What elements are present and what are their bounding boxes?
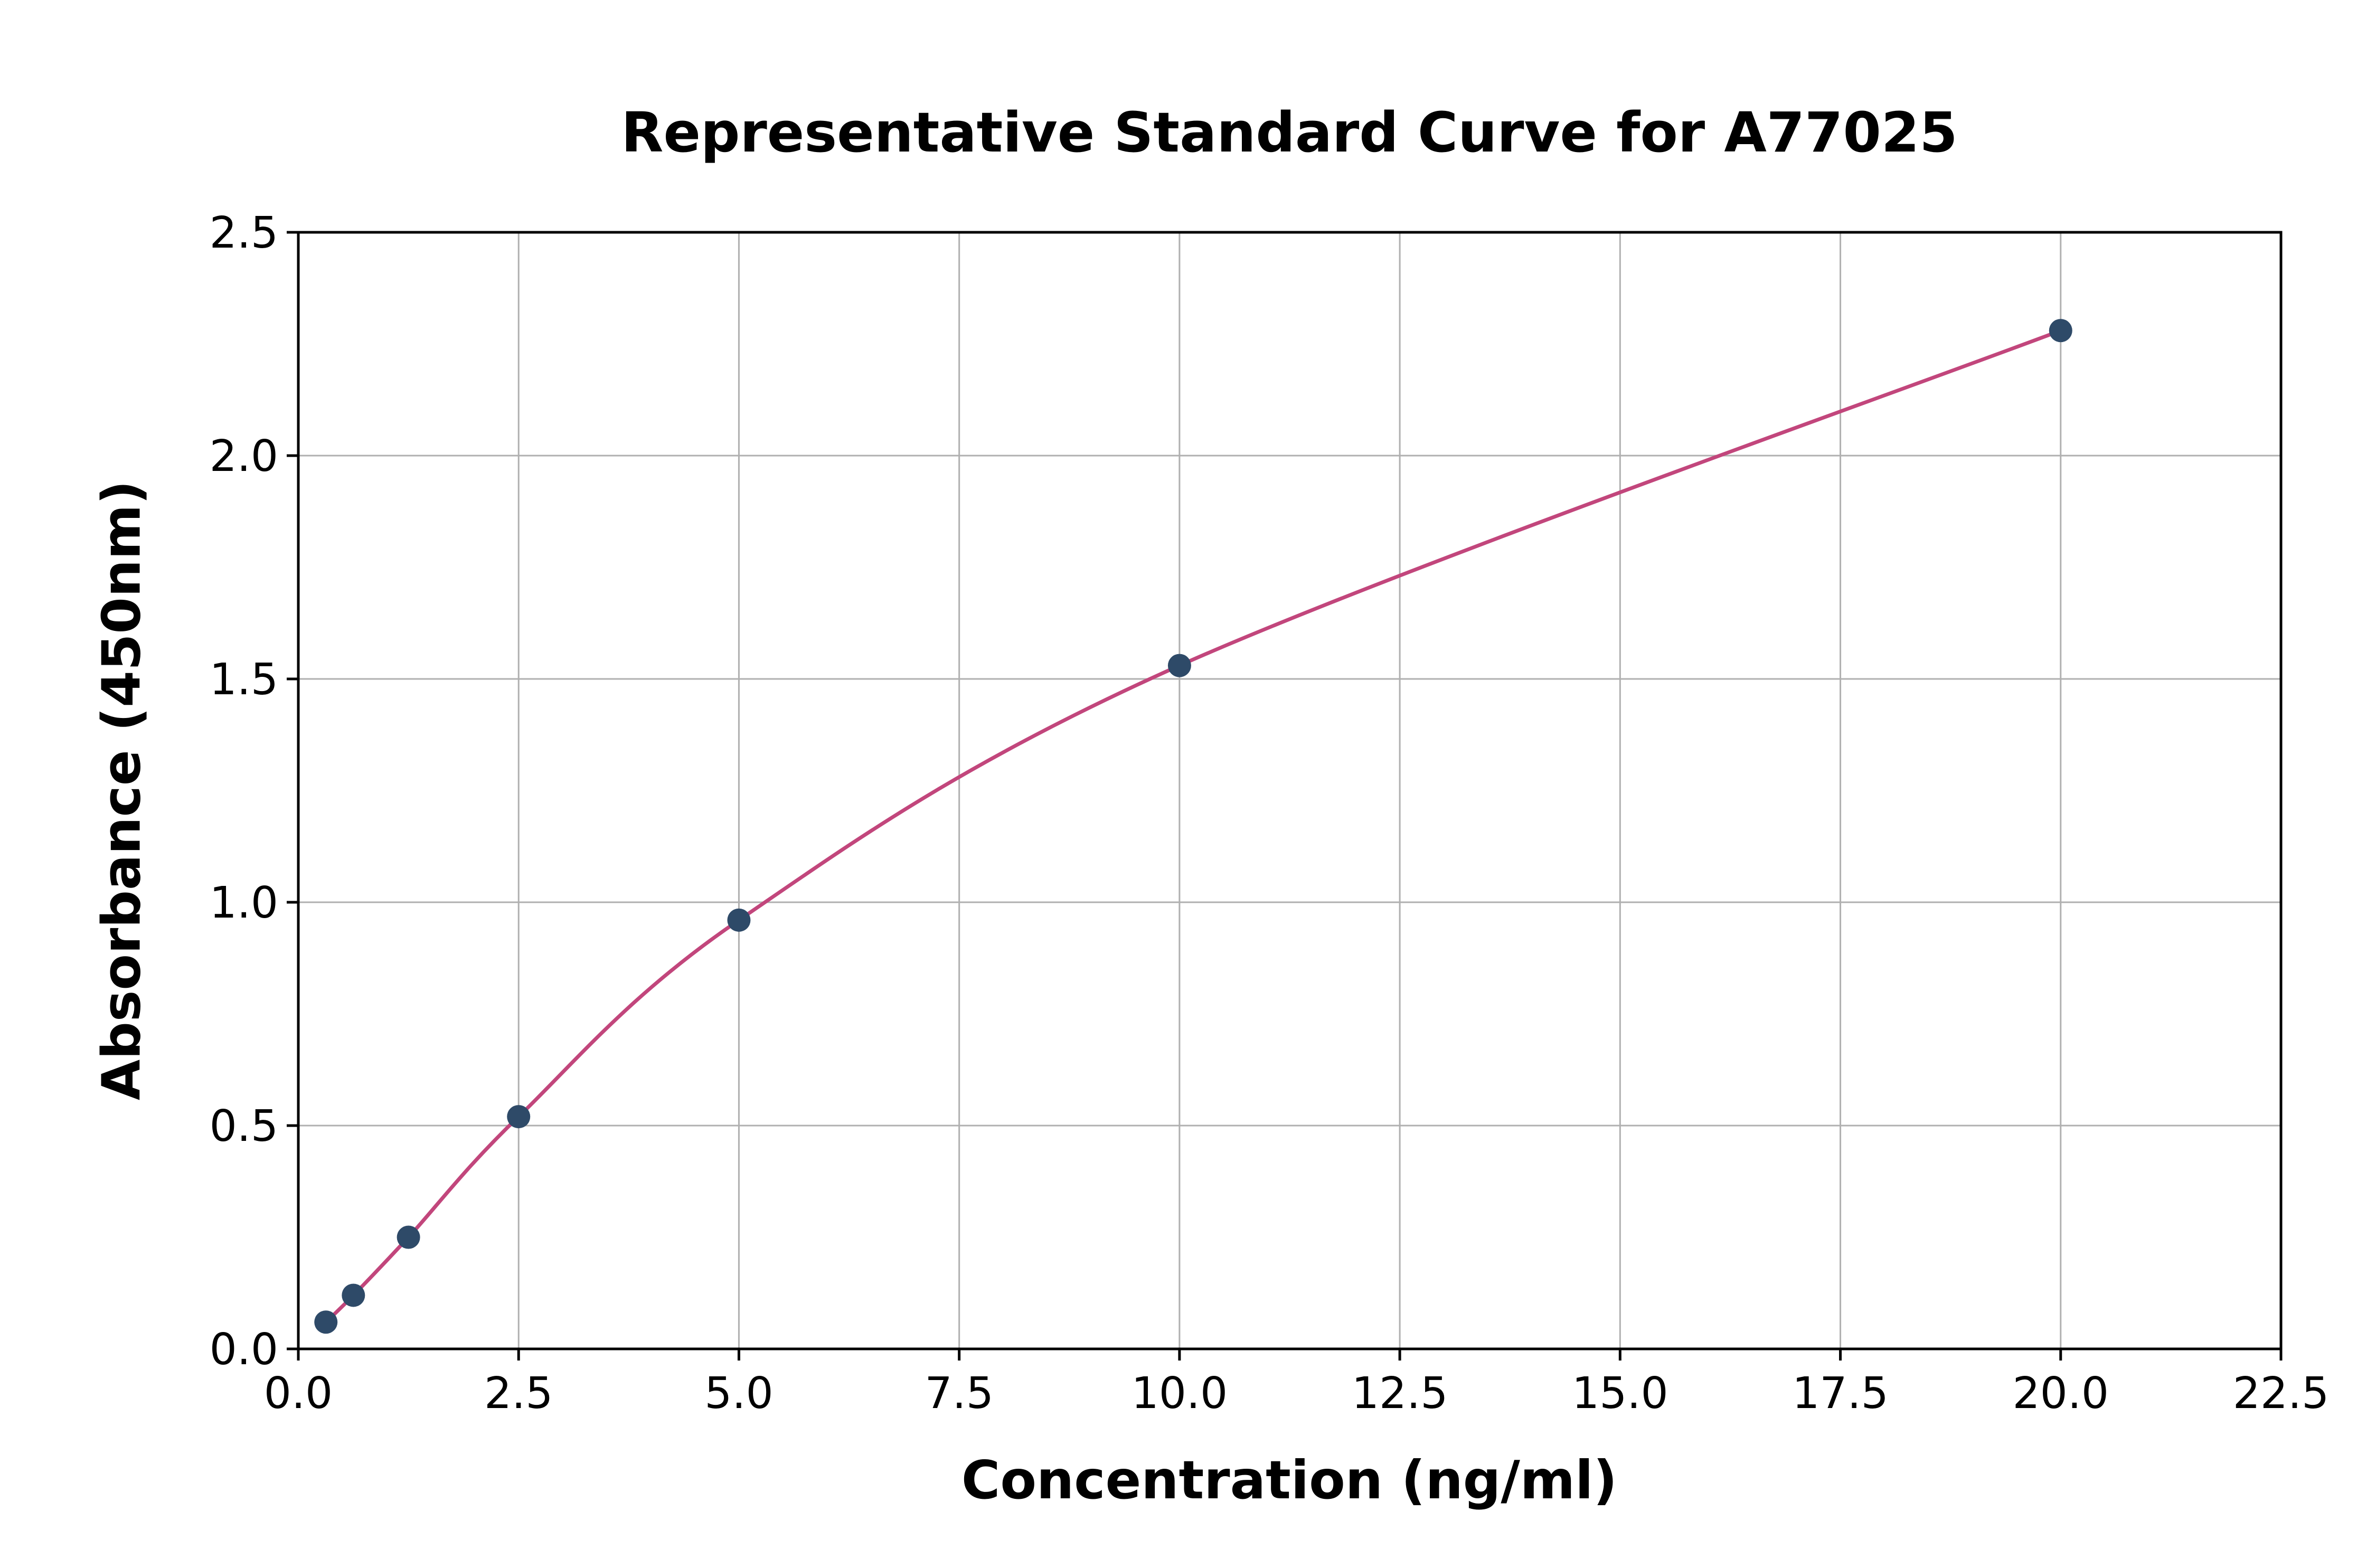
chart-title: Representative Standard Curve for A77025 — [621, 100, 1958, 165]
x-tick-label: 0.0 — [264, 1368, 333, 1419]
y-tick-label: 1.0 — [210, 878, 278, 928]
x-tick-label: 10.0 — [1132, 1368, 1228, 1419]
data-point — [314, 1310, 338, 1334]
y-tick-label: 2.0 — [210, 431, 278, 481]
x-tick-label: 2.5 — [484, 1368, 553, 1419]
y-tick-label: 2.5 — [210, 208, 278, 258]
x-tick-label: 5.0 — [704, 1368, 773, 1419]
plot-border — [297, 231, 2283, 1350]
y-axis-label: Absorbance (450nm) — [90, 480, 153, 1101]
data-point — [507, 1105, 531, 1129]
data-point — [397, 1225, 420, 1249]
plot-background — [298, 232, 2281, 1349]
data-point — [1167, 654, 1191, 677]
x-tick-label: 12.5 — [1352, 1368, 1448, 1419]
y-tick-label: 1.5 — [210, 655, 278, 705]
y-tick-label: 0.5 — [210, 1101, 278, 1151]
x-tick-label: 17.5 — [1792, 1368, 1889, 1419]
y-tick-label: 0.0 — [210, 1325, 278, 1375]
x-tick-label: 7.5 — [925, 1368, 993, 1419]
x-tick-label: 20.0 — [2012, 1368, 2109, 1419]
x-tick-label: 22.5 — [2233, 1368, 2330, 1419]
data-point — [342, 1283, 365, 1307]
x-axis-label: Concentration (ng/ml) — [961, 1449, 1618, 1511]
x-tick-label: 15.0 — [1572, 1368, 1668, 1419]
data-point — [727, 908, 751, 932]
data-point — [2049, 319, 2072, 343]
